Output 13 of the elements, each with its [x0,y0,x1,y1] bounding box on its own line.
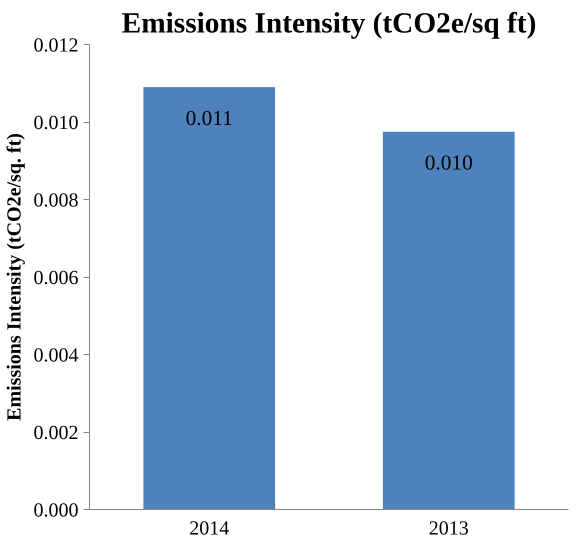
y-tick-label: 0.004 [34,344,78,366]
x-tick-label: 2014 [189,518,230,539]
y-tick-label: 0.008 [34,190,78,212]
y-tick-label: 0.002 [34,422,78,444]
x-tick-label: 2013 [428,518,469,539]
y-tick-label: 0.006 [34,267,78,289]
chart-title: Emissions Intensity (tCO2e/sq ft) [122,8,536,40]
y-tick-label: 0.012 [34,34,78,56]
data-label: 0.010 [424,150,473,175]
y-tick-label: 0.010 [34,112,78,134]
y-axis-title: Emissions Intensity (tCO2e/sq. ft) [4,133,26,421]
data-label: 0.011 [186,106,233,130]
y-tick-label: 0.000 [34,500,78,522]
